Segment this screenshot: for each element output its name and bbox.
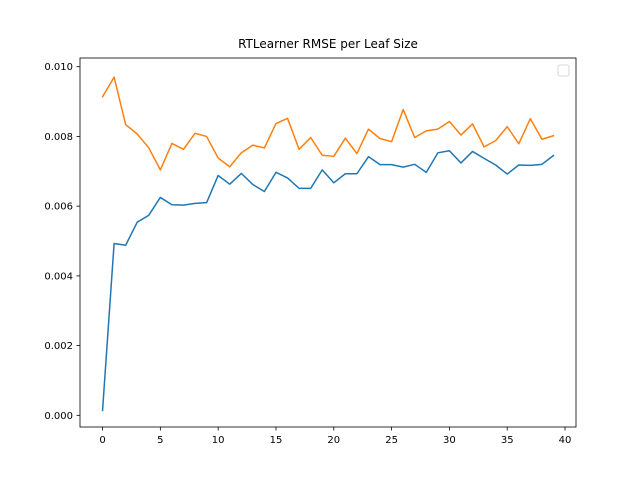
x-axis: 0 5 10 15 20 25 30 35 40 (99, 427, 571, 446)
y-tick-label: 0.004 (44, 271, 73, 282)
x-tick-label: 0 (99, 435, 105, 446)
x-tick-label: 5 (157, 435, 163, 446)
axes-frame (79, 57, 577, 428)
chart-title: RTLearner RMSE per Leaf Size (238, 37, 418, 51)
series-line-2 (101, 76, 555, 171)
x-tick-label: 35 (501, 435, 514, 446)
y-tick-label: 0.006 (44, 202, 73, 213)
x-tick-label: 10 (212, 435, 225, 446)
x-tick-label: 40 (559, 435, 572, 446)
x-tick-label: 20 (327, 435, 340, 446)
y-axis: 0.000 0.002 0.004 0.006 0.008 0.010 (44, 62, 80, 422)
x-tick-label: 15 (270, 435, 283, 446)
y-tick-label: 0.002 (44, 341, 73, 352)
series-layer (101, 76, 555, 412)
legend-box (557, 64, 570, 77)
y-tick-label: 0.000 (44, 411, 73, 422)
x-tick-label: 30 (443, 435, 456, 446)
series-line-1 (101, 149, 555, 412)
y-tick-label: 0.008 (44, 132, 73, 143)
legend (557, 64, 570, 77)
plot-area (79, 57, 577, 428)
x-tick-label: 25 (385, 435, 398, 446)
y-tick-label: 0.010 (44, 62, 73, 73)
